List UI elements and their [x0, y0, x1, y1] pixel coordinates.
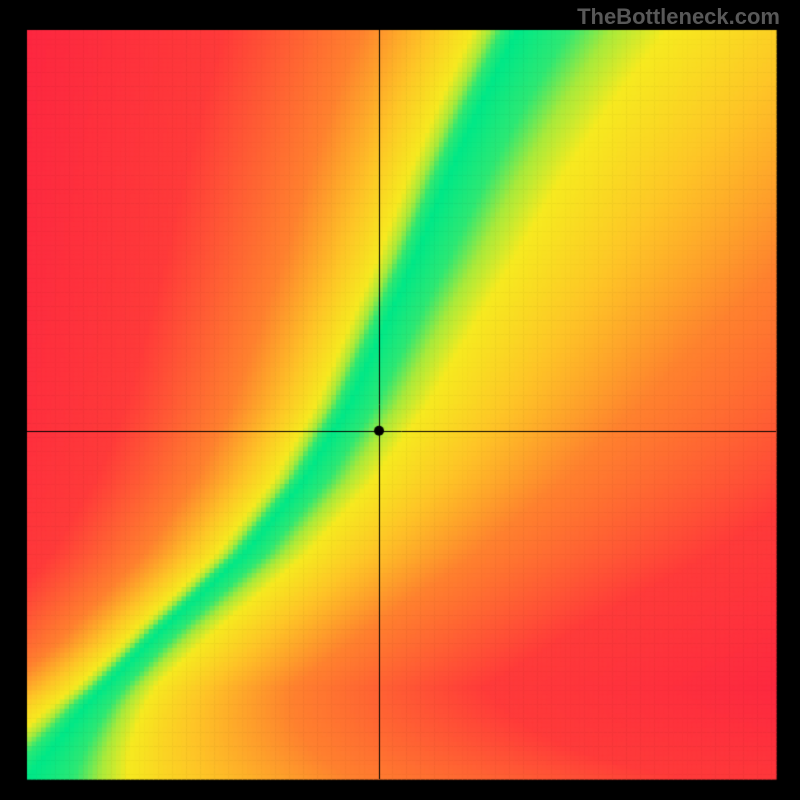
- watermark-text: TheBottleneck.com: [577, 4, 780, 30]
- bottleneck-heatmap: [0, 0, 800, 800]
- chart-container: TheBottleneck.com: [0, 0, 800, 800]
